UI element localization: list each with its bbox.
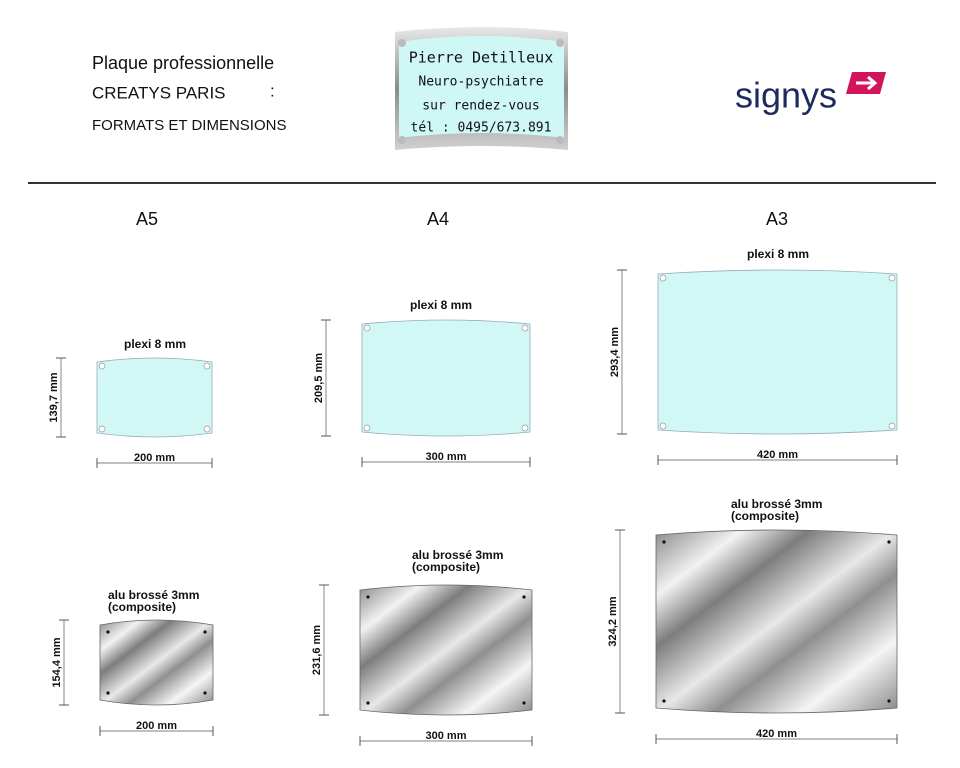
alu-label: (composite): [731, 509, 799, 523]
alu-label: alu brossé 3mm: [412, 548, 503, 562]
header-brand: CREATYS PARIS: [92, 83, 226, 102]
alu-label: alu brossé 3mm: [108, 588, 199, 602]
header-subtitle: FORMATS ET DIMENSIONS: [92, 117, 286, 134]
logo-arrow: [856, 75, 878, 91]
format-name: A3: [766, 209, 788, 229]
screw-hole: [662, 699, 666, 703]
width-label: 300 mm: [426, 730, 467, 742]
width-label: 420 mm: [756, 728, 797, 740]
screw: [398, 39, 406, 47]
alu-label: (composite): [412, 560, 480, 574]
plexi-label: plexi 8 mm: [410, 298, 472, 312]
screw: [398, 136, 406, 144]
screw-hole: [366, 595, 370, 599]
alu-plate: [99, 619, 214, 706]
screw-hole: [203, 691, 207, 695]
screw-hole: [363, 324, 371, 332]
plexi-plate: [361, 319, 531, 437]
height-label: 139,7 mm: [48, 372, 60, 422]
screw-hole: [662, 540, 666, 544]
alu-label: (composite): [108, 600, 176, 614]
height-label: 209,5 mm: [313, 353, 325, 403]
alu-plate: [655, 529, 898, 714]
screw: [556, 39, 564, 47]
screw-hole: [106, 691, 110, 695]
width-label: 420 mm: [757, 449, 798, 461]
screw-hole: [659, 274, 667, 282]
screw-hole: [363, 424, 371, 432]
height-label: 293,4 mm: [609, 327, 621, 377]
header-colon: :: [270, 81, 275, 100]
screw-hole: [521, 324, 529, 332]
plexi-plate: [96, 357, 213, 438]
plate-line: sur rendez-vous: [422, 99, 539, 114]
screw-hole: [98, 425, 106, 433]
screw-hole: [98, 362, 106, 370]
screw-hole: [659, 422, 667, 430]
width-label: 300 mm: [426, 451, 467, 463]
plexi-label: plexi 8 mm: [747, 247, 809, 261]
alu-label: alu brossé 3mm: [731, 497, 822, 511]
screw-hole: [887, 699, 891, 703]
plate-line: Pierre Detilleux: [409, 49, 554, 67]
screw-hole: [106, 630, 110, 634]
screw-hole: [888, 274, 896, 282]
screw-hole: [366, 701, 370, 705]
height-label: 231,6 mm: [311, 625, 323, 675]
sample-plate: [395, 27, 568, 150]
height-label: 324,2 mm: [607, 596, 619, 646]
screw: [556, 136, 564, 144]
header-title: Plaque professionnelle: [92, 53, 274, 73]
screw-hole: [522, 701, 526, 705]
logo-text: signys: [735, 75, 837, 116]
plexi-label: plexi 8 mm: [124, 337, 186, 351]
width-label: 200 mm: [136, 720, 177, 732]
plate-line: tél : 0495/673.891: [411, 121, 552, 136]
height-label: 154,4 mm: [51, 637, 63, 687]
alu-plate: [359, 584, 533, 716]
plate-line: Neuro-psychiatre: [418, 75, 543, 90]
format-name: A4: [427, 209, 449, 229]
screw-hole: [203, 630, 207, 634]
width-label: 200 mm: [134, 452, 175, 464]
plate-glass: [399, 36, 564, 138]
screw-hole: [887, 540, 891, 544]
plexi-plate: [657, 269, 898, 435]
screw-hole: [521, 424, 529, 432]
format-name: A5: [136, 209, 158, 229]
screw-hole: [888, 422, 896, 430]
screw-hole: [203, 362, 211, 370]
screw-hole: [203, 425, 211, 433]
screw-hole: [522, 595, 526, 599]
